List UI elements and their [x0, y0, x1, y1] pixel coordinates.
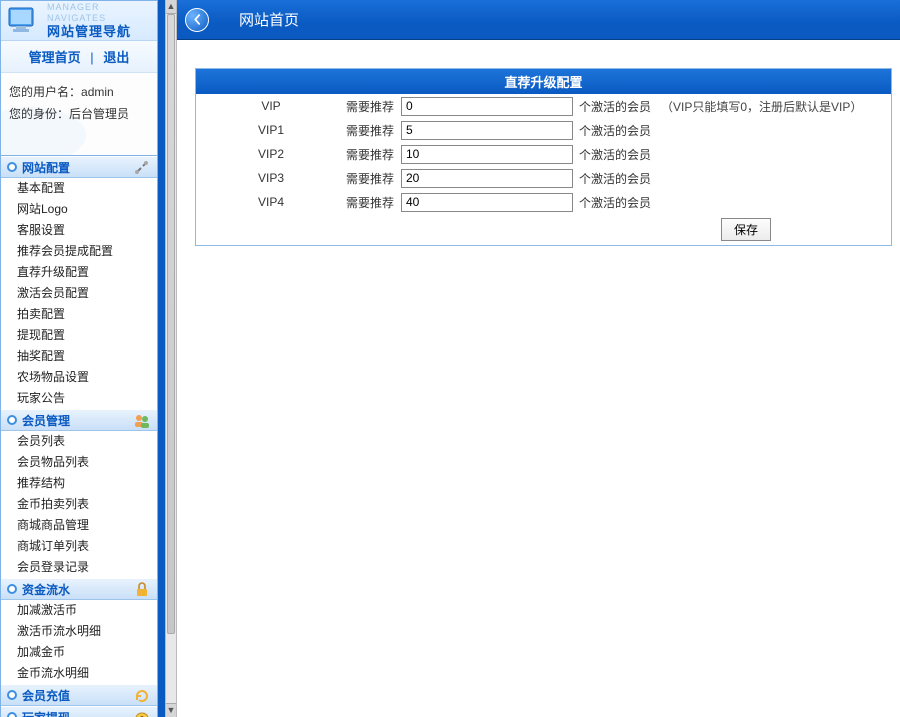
menu-item-1-1[interactable]: 会员物品列表 — [1, 452, 157, 473]
menu-item-0-2[interactable]: 客服设置 — [1, 220, 157, 241]
section-title: 资金流水 — [22, 581, 70, 598]
bullet-icon — [7, 162, 17, 172]
save-button[interactable]: 保存 — [721, 218, 771, 241]
menu-item-0-7[interactable]: 提现配置 — [1, 325, 157, 346]
scroll-down-button[interactable]: ▼ — [166, 703, 176, 717]
pre-label: 需要推荐 — [346, 122, 401, 139]
user-info: 您的用户名：admin 您的身份：后台管理员 — [1, 73, 157, 156]
config-panel: 直荐升级配置 VIP需要推荐个激活的会员（VIP只能填写0，注册后默认是VIP）… — [195, 68, 892, 246]
menu-item-0-10[interactable]: 玩家公告 — [1, 388, 157, 409]
coin-icon: $ — [133, 709, 151, 717]
pre-label: 需要推荐 — [346, 146, 401, 163]
sidebar: MANAGER NAVIGATES 网站管理导航 管理首页 | 退出 您的用户名… — [0, 0, 165, 717]
menu-item-1-3[interactable]: 金币拍卖列表 — [1, 494, 157, 515]
menu-item-0-8[interactable]: 抽奖配置 — [1, 346, 157, 367]
menu-item-1-4[interactable]: 商城商品管理 — [1, 515, 157, 536]
vip-note: （VIP只能填写0，注册后默认是VIP） — [661, 98, 862, 115]
vip-label: VIP4 — [196, 195, 346, 209]
pre-label: 需要推荐 — [346, 98, 401, 115]
section-header-0[interactable]: 网站配置 — [1, 156, 157, 178]
vip-input-3[interactable] — [401, 169, 573, 188]
logo-sub: MANAGER NAVIGATES — [47, 2, 151, 24]
separator: | — [90, 50, 93, 65]
scroll-up-button[interactable]: ▲ — [166, 0, 176, 14]
menu-item-0-5[interactable]: 激活会员配置 — [1, 283, 157, 304]
vip-label: VIP2 — [196, 147, 346, 161]
menu-item-0-9[interactable]: 农场物品设置 — [1, 367, 157, 388]
vip-input-4[interactable] — [401, 193, 573, 212]
bullet-icon — [7, 584, 17, 594]
post-label: 个激活的会员 — [573, 98, 651, 115]
top-links: 管理首页 | 退出 — [1, 41, 157, 73]
bullet-icon — [7, 415, 17, 425]
menu-item-1-0[interactable]: 会员列表 — [1, 431, 157, 452]
username-label: 您的用户名： — [9, 85, 81, 99]
panel-title: 直荐升级配置 — [196, 69, 891, 94]
page-title: 网站首页 — [239, 9, 299, 30]
config-row-3: VIP3需要推荐 个激活的会员 — [196, 166, 891, 190]
logout-link[interactable]: 退出 — [103, 50, 129, 65]
section-title: 会员管理 — [22, 412, 70, 429]
vip-input-1[interactable] — [401, 121, 573, 140]
post-label: 个激活的会员 — [573, 170, 651, 187]
post-label: 个激活的会员 — [573, 146, 651, 163]
menu-item-0-1[interactable]: 网站Logo — [1, 199, 157, 220]
bullet-icon — [7, 712, 17, 717]
vip-label: VIP — [196, 99, 346, 113]
menu-item-2-1[interactable]: 激活币流水明细 — [1, 621, 157, 642]
logo-area: MANAGER NAVIGATES 网站管理导航 — [1, 1, 157, 41]
role-value: 后台管理员 — [69, 107, 129, 121]
topbar: 网站首页 — [177, 0, 900, 40]
admin-home-link[interactable]: 管理首页 — [29, 50, 81, 65]
menu-item-0-3[interactable]: 推荐会员提成配置 — [1, 241, 157, 262]
post-label: 个激活的会员 — [573, 122, 651, 139]
config-row-1: VIP1需要推荐 个激活的会员 — [196, 118, 891, 142]
section-header-2[interactable]: 资金流水 — [1, 578, 157, 600]
lock-icon — [133, 581, 151, 599]
users-icon — [133, 412, 151, 430]
sidebar-scrollbar[interactable]: ▲ ▼ — [165, 0, 177, 717]
section-header-4[interactable]: 玩家提现 $ — [1, 706, 157, 717]
tools-icon — [133, 159, 151, 177]
username-value: admin — [81, 85, 114, 99]
section-title: 会员充值 — [22, 687, 70, 704]
logo-main: 网站管理导航 — [47, 24, 151, 40]
vip-input-0[interactable] — [401, 97, 573, 116]
config-row-2: VIP2需要推荐 个激活的会员 — [196, 142, 891, 166]
menu-item-0-4[interactable]: 直荐升级配置 — [1, 262, 157, 283]
post-label: 个激活的会员 — [573, 194, 651, 211]
menu-item-2-3[interactable]: 金币流水明细 — [1, 663, 157, 684]
bullet-icon — [7, 690, 17, 700]
menu-item-0-0[interactable]: 基本配置 — [1, 178, 157, 199]
section-header-3[interactable]: 会员充值 — [1, 684, 157, 706]
scroll-thumb[interactable] — [167, 14, 175, 634]
pre-label: 需要推荐 — [346, 170, 401, 187]
config-row-0: VIP需要推荐 个激活的会员 （VIP只能填写0，注册后默认是VIP） — [196, 94, 891, 118]
main-area: 网站首页 直荐升级配置 VIP需要推荐个激活的会员（VIP只能填写0，注册后默认… — [177, 0, 900, 717]
role-label: 您的身份： — [9, 107, 69, 121]
section-title: 玩家提现 — [22, 709, 70, 717]
menu-item-2-2[interactable]: 加减金币 — [1, 642, 157, 663]
refresh-icon — [133, 687, 151, 705]
vip-label: VIP1 — [196, 123, 346, 137]
menu-item-1-2[interactable]: 推荐结构 — [1, 473, 157, 494]
menu-item-1-5[interactable]: 商城订单列表 — [1, 536, 157, 557]
menu-item-0-6[interactable]: 拍卖配置 — [1, 304, 157, 325]
section-header-1[interactable]: 会员管理 — [1, 409, 157, 431]
menu-item-2-0[interactable]: 加减激活币 — [1, 600, 157, 621]
back-button[interactable] — [185, 8, 209, 32]
section-title: 网站配置 — [22, 159, 70, 176]
vip-label: VIP3 — [196, 171, 346, 185]
pre-label: 需要推荐 — [346, 194, 401, 211]
logo-monitor-icon — [7, 6, 41, 36]
config-row-4: VIP4需要推荐 个激活的会员 — [196, 190, 891, 214]
menu-item-1-6[interactable]: 会员登录记录 — [1, 557, 157, 578]
vip-input-2[interactable] — [401, 145, 573, 164]
